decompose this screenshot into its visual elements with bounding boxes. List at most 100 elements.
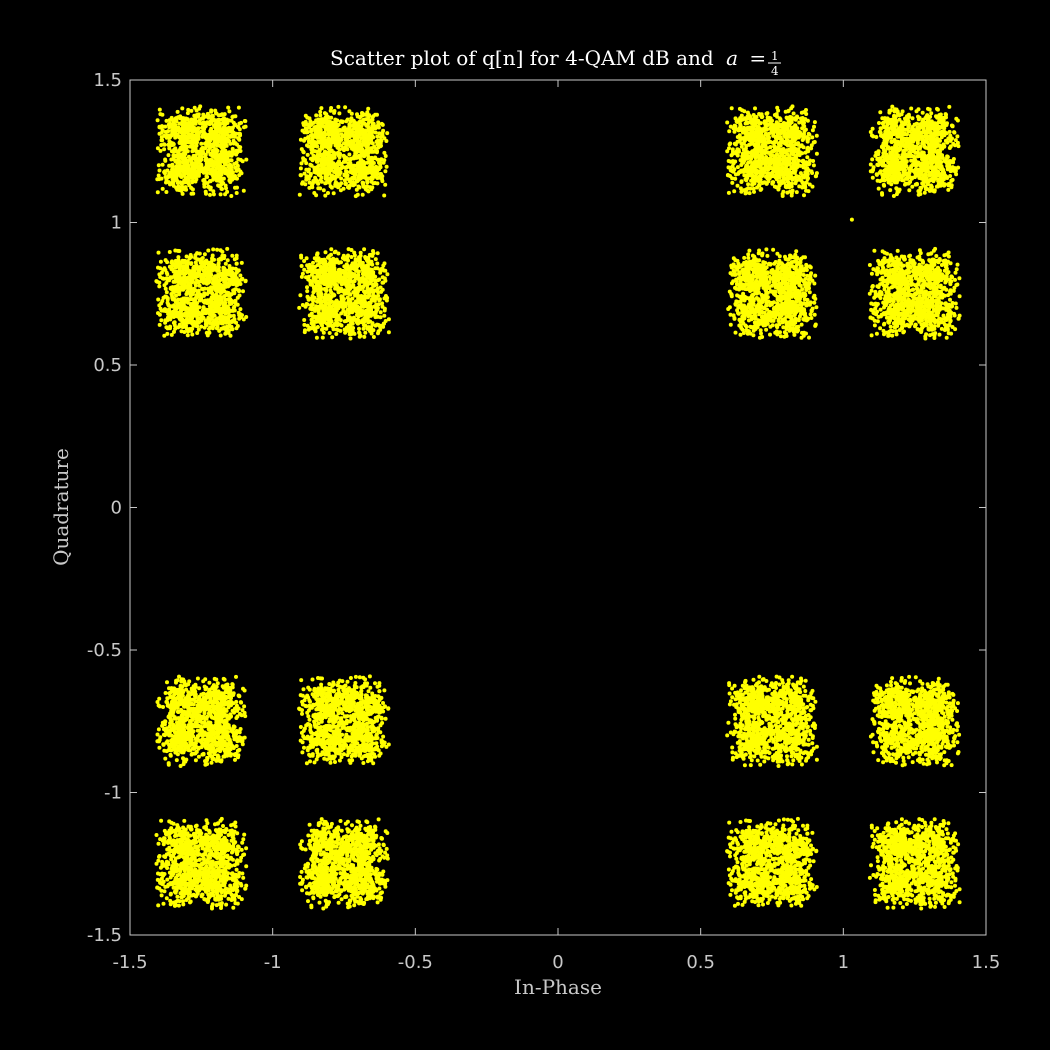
scatter-point [804,160,809,165]
scatter-point [173,127,178,132]
scatter-point [881,151,886,156]
scatter-point [776,108,781,113]
scatter-point [951,157,956,161]
scatter-point [178,180,183,185]
scatter-point [313,149,318,154]
scatter-point [342,125,347,130]
scatter-point [315,140,320,145]
scatter-point [730,147,735,152]
scatter-point [222,326,227,331]
scatter-point [298,166,303,171]
scatter-point [208,179,212,183]
scatter-point [200,315,205,320]
scatter-point [369,130,374,135]
scatter-point [791,134,796,139]
scatter-point [306,144,311,149]
scatter-point [326,140,331,145]
scatter-point [801,122,806,127]
scatter-point [163,318,168,323]
scatter-point [164,190,169,194]
scatter-point [159,143,164,147]
scatter-point [746,165,750,169]
scatter-point [166,153,171,158]
scatter-point [370,124,375,128]
scatter-point [308,133,313,138]
scatter-point [180,139,184,143]
scatter-point [321,188,326,193]
scatter-point [760,144,765,149]
scatter-point [929,111,934,116]
scatter-point [326,145,331,150]
scatter-point [302,171,307,176]
scatter-point [196,112,201,117]
scatter-point [234,152,239,157]
scatter-point [759,187,764,191]
scatter-point [190,137,195,142]
scatter-point [733,142,738,147]
scatter-point [380,130,385,135]
scatter-point [369,149,374,154]
scatter-point [876,186,881,191]
scatter-point [159,308,164,313]
scatter-point [883,158,888,162]
scatter-point [786,109,791,114]
scatter-point [923,187,928,191]
scatter-point [179,188,184,193]
scatter-point [882,139,887,143]
scatter-point [217,320,221,325]
scatter-point [792,161,796,166]
scatter-point [170,313,174,318]
scatter-point [746,160,751,165]
scatter-point [301,123,306,127]
scatter-point [192,105,197,110]
scatter-point [947,104,952,109]
scatter-point [224,128,229,133]
scatter-point [238,145,243,150]
scatter-point [155,177,160,182]
scatter-point [176,255,181,260]
scatter-point [229,118,234,123]
scatter-point [931,173,936,178]
scatter-point [163,124,168,129]
scatter-point [755,129,759,134]
scatter-point [908,151,913,156]
scatter-point [359,142,364,147]
scatter-point [211,168,216,173]
scatter-point [895,140,900,144]
scatter-point [918,192,923,196]
scatter-point [927,107,932,112]
scatter-point [344,169,348,174]
scatter-point [796,130,801,134]
scatter-point [782,172,787,176]
scatter-point [185,117,190,122]
scatter-point [902,131,907,136]
scatter-point [744,190,749,195]
scatter-point [354,144,359,149]
scatter-point [813,174,818,179]
scatter-point [216,176,221,181]
scatter-point [318,113,323,118]
scatter-point [183,122,188,127]
scatter-point [336,185,341,190]
scatter-point [215,247,220,252]
scatter-point [331,191,336,196]
scatter-point [352,120,357,125]
scatter-point [742,168,746,173]
scatter-point [165,297,170,302]
scatter-point [188,170,193,175]
scatter-point [172,274,177,279]
scatter-point [352,163,357,168]
scatter-point [306,139,311,144]
scatter-point [737,106,742,111]
scatter-point [168,182,172,187]
scatter-point [903,168,907,173]
scatter-point [340,119,345,124]
scatter-point [181,185,186,190]
scatter-point [355,112,359,117]
scatter-point [237,127,242,132]
scatter-point [759,139,764,144]
scatter-point [885,120,890,124]
scatter-point [727,129,732,134]
scatter-point [807,132,812,137]
scatter-point [219,307,224,312]
